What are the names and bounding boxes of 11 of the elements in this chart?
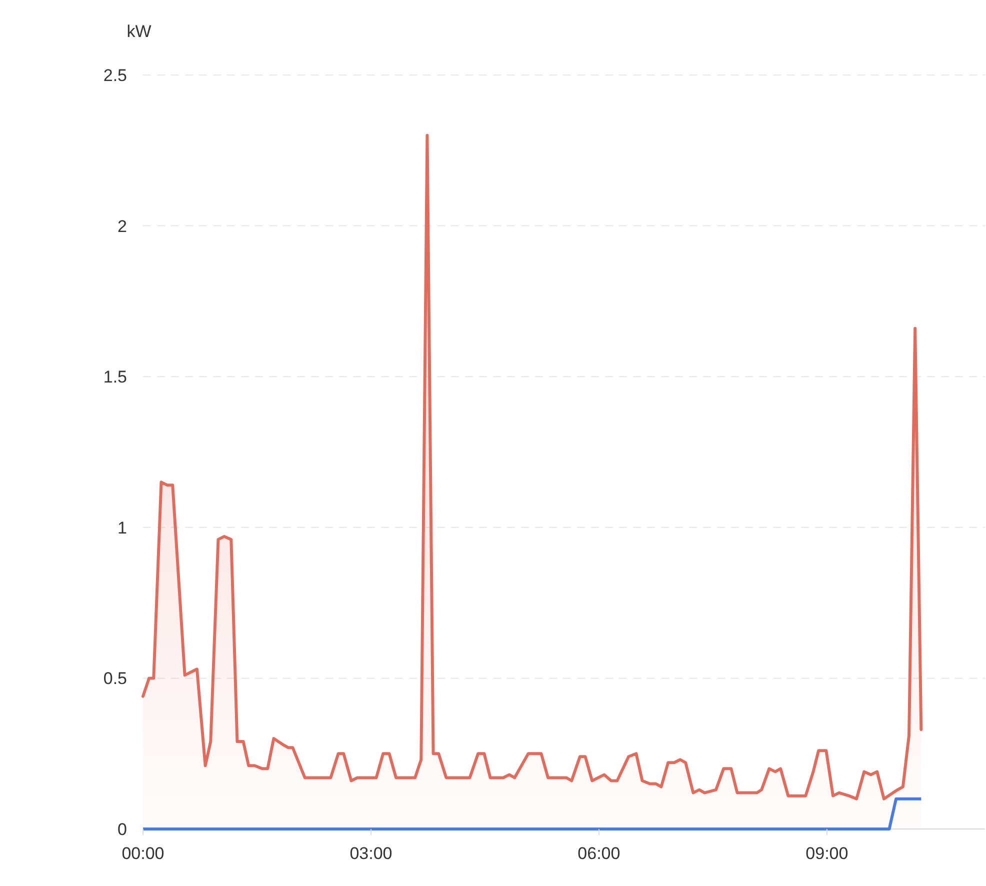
x-tick-label: 06:00 (578, 844, 620, 863)
y-tick-label: 0.5 (103, 669, 127, 688)
y-tick-label: 0 (118, 820, 127, 839)
y-tick-label: 2 (118, 216, 127, 236)
y-tick-label: 1 (118, 518, 127, 538)
x-tick-label: 03:00 (350, 844, 392, 863)
x-tick-label: 09:00 (806, 844, 848, 863)
y-axis-title: kW (126, 22, 152, 41)
x-tick-label: 00:00 (122, 844, 164, 863)
y-tick-label: 1.5 (103, 368, 127, 387)
y-tick-label: 2.5 (103, 66, 127, 85)
